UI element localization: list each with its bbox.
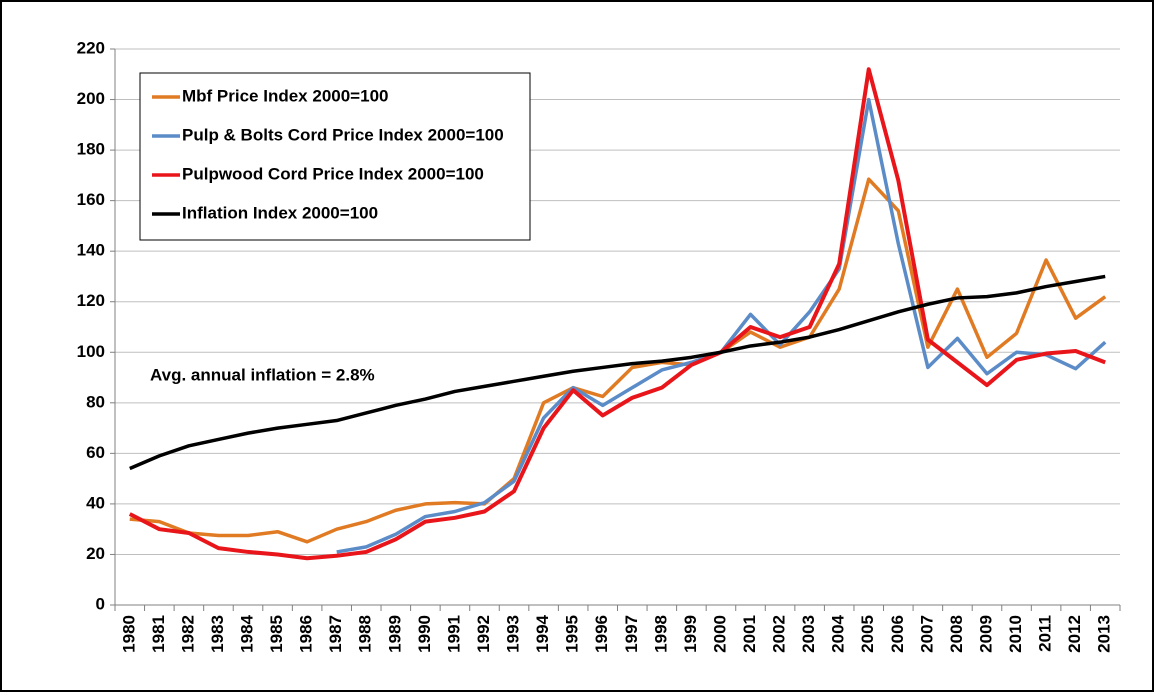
- x-tick-label: 2008: [947, 615, 966, 653]
- x-tick-label: 1998: [651, 615, 670, 653]
- x-tick-label: 1989: [385, 615, 404, 653]
- x-tick-label: 1999: [681, 615, 700, 653]
- x-tick-label: 1983: [208, 615, 227, 653]
- y-tick-label: 0: [96, 594, 105, 613]
- legend-label: Pulpwood Cord Price Index 2000=100: [182, 164, 484, 183]
- legend-label: Pulp & Bolts Cord Price Index 2000=100: [182, 125, 504, 144]
- x-tick-label: 2001: [740, 615, 759, 653]
- x-tick-label: 2013: [1095, 615, 1114, 653]
- y-tick-label: 200: [77, 89, 105, 108]
- y-tick-label: 100: [77, 342, 105, 361]
- y-tick-label: 60: [86, 443, 105, 462]
- y-tick-label: 140: [77, 241, 105, 260]
- x-tick-label: 1980: [119, 615, 138, 653]
- series-line: [129, 177, 1107, 544]
- series-line: [128, 67, 1106, 561]
- x-tick-label: 1997: [622, 615, 641, 653]
- legend-box: [139, 72, 531, 241]
- x-tick-label: 1990: [415, 615, 434, 653]
- x-tick-label: 1981: [149, 615, 168, 653]
- legend-label: Mbf Price Index 2000=100: [182, 86, 388, 105]
- series-line: [129, 274, 1106, 471]
- y-tick-label: 80: [86, 392, 105, 411]
- y-tick-label: 40: [86, 493, 105, 512]
- x-tick-label: 2012: [1065, 615, 1084, 653]
- x-tick-label: 2005: [858, 615, 877, 653]
- x-tick-label: 1985: [267, 615, 286, 653]
- y-tick-label: 180: [77, 140, 105, 159]
- y-tick-label: 160: [77, 190, 105, 209]
- x-tick-label: 1984: [237, 614, 256, 652]
- y-tick-label: 120: [77, 291, 105, 310]
- x-tick-label: 2009: [976, 615, 995, 653]
- x-tick-label: 1988: [356, 615, 375, 653]
- x-tick-label: 1991: [444, 615, 463, 653]
- x-tick-label: 1995: [563, 615, 582, 653]
- y-tick-label: 220: [77, 38, 105, 57]
- y-tick-label: 20: [86, 544, 105, 563]
- x-tick-label: 1987: [326, 615, 345, 653]
- x-tick-label: 1982: [178, 615, 197, 653]
- x-tick-label: 1994: [533, 614, 552, 652]
- x-tick-label: 1992: [474, 615, 493, 653]
- legend-label: Inflation Index 2000=100: [182, 203, 378, 222]
- x-tick-label: 2007: [917, 615, 936, 653]
- x-tick-label: 1996: [592, 615, 611, 653]
- x-tick-label: 2011: [1036, 615, 1055, 652]
- x-tick-label: 2002: [770, 615, 789, 653]
- x-tick-label: 1986: [297, 615, 316, 653]
- x-tick-label: 2006: [888, 615, 907, 653]
- x-tick-label: 2010: [1006, 615, 1025, 653]
- x-tick-label: 2003: [799, 615, 818, 653]
- x-tick-label: 2000: [710, 615, 729, 653]
- x-tick-label: 1993: [504, 615, 523, 653]
- x-tick-label: 2004: [829, 614, 848, 652]
- annotation: Avg. annual inflation = 2.8%: [150, 365, 375, 384]
